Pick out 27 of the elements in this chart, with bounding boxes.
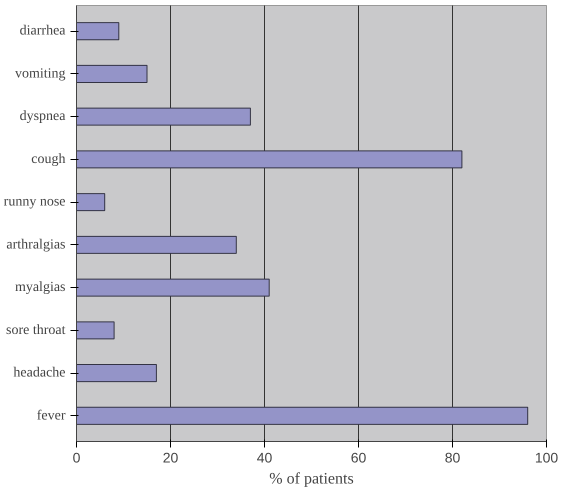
bar: [76, 321, 115, 340]
x-axis-title: % of patients: [269, 470, 354, 488]
x-tick-label: 100: [534, 450, 558, 466]
x-tick-label: 80: [444, 450, 460, 466]
bar: [76, 364, 157, 382]
x-tick-label: 60: [350, 450, 366, 466]
y-tick-label: arthralgias: [6, 237, 66, 252]
bar: [76, 278, 270, 297]
bar: [76, 22, 120, 40]
bar: [76, 236, 237, 254]
bar: [76, 150, 462, 168]
y-tick-label: diarrhea: [20, 24, 66, 39]
y-tick-label: myalgias: [14, 280, 66, 296]
bar: [76, 406, 528, 425]
x-tick-label: 20: [162, 450, 178, 466]
bar: [76, 193, 106, 212]
y-tick-label: fever: [36, 408, 66, 424]
y-tick-label: vomiting: [14, 66, 66, 82]
y-tick-label: sore throat: [6, 322, 66, 338]
bar: [76, 108, 251, 126]
y-tick-label: headache: [13, 366, 66, 381]
x-tick-label: 40: [256, 450, 272, 466]
y-tick-label: cough: [31, 152, 66, 167]
y-tick-label: dyspnea: [20, 109, 66, 124]
y-tick-label: runny nose: [4, 194, 66, 210]
x-tick-label: 0: [72, 450, 81, 466]
bar: [76, 64, 148, 83]
